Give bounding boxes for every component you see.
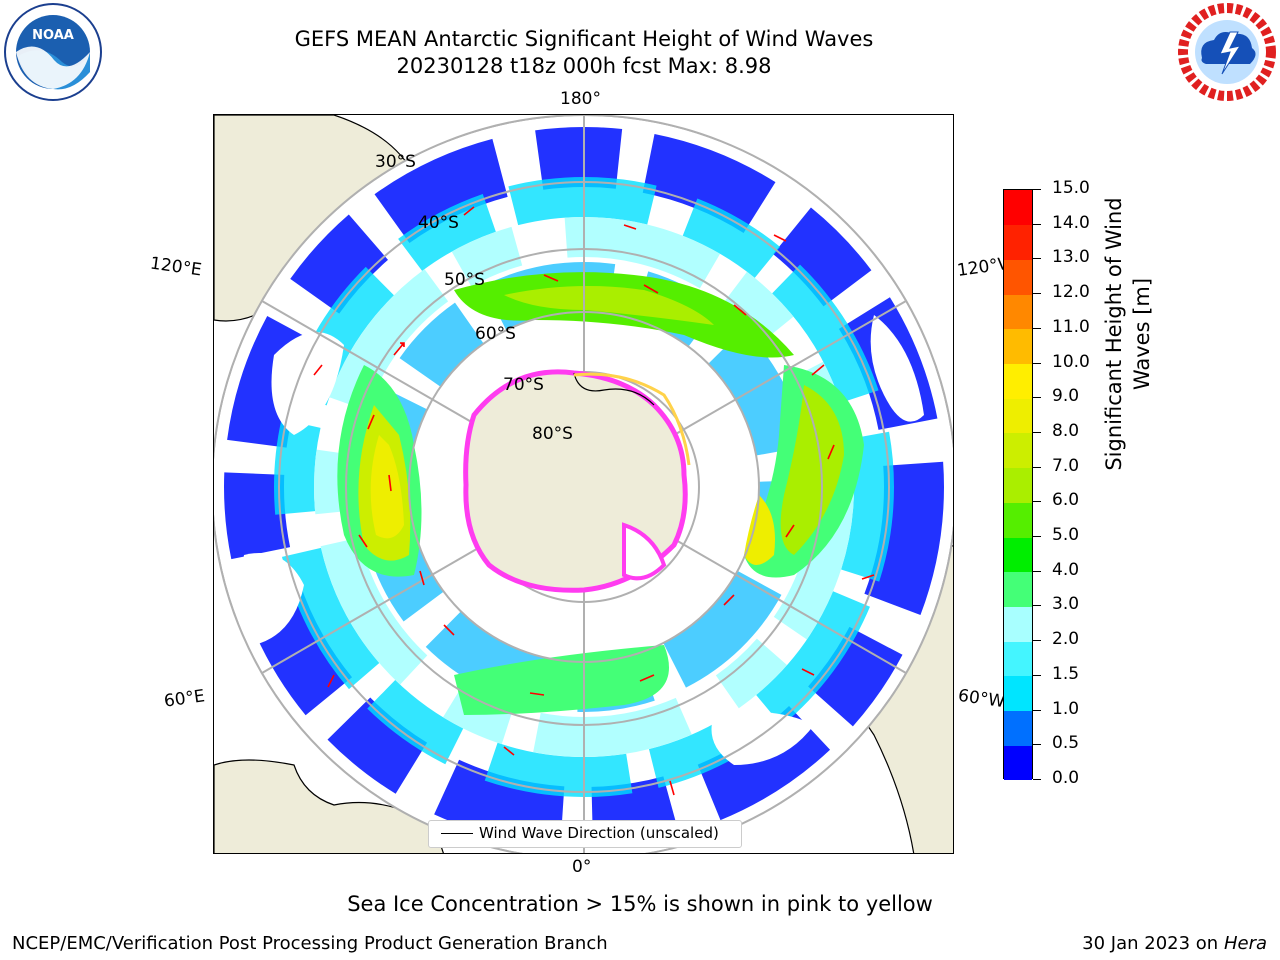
colorbar-tick-label: 0.5 bbox=[1052, 733, 1080, 754]
colorbar-tick-label: 4.0 bbox=[1052, 559, 1080, 580]
colorbar-tick-mark bbox=[1033, 362, 1041, 364]
colorbar-segment bbox=[1004, 224, 1032, 260]
colorbar-tick-label: 5.0 bbox=[1052, 525, 1080, 546]
colorbar-tick-mark bbox=[1033, 327, 1041, 329]
lon-label-0: 0° bbox=[572, 857, 592, 877]
sea-ice-note: Sea Ice Concentration > 15% is shown in … bbox=[347, 892, 933, 916]
colorbar-segment bbox=[1004, 502, 1032, 538]
colorbar-segment bbox=[1004, 432, 1032, 469]
colorbar-tick-mark bbox=[1033, 223, 1041, 225]
colorbar-segment bbox=[1004, 571, 1032, 607]
colorbar bbox=[1003, 189, 1033, 781]
colorbar-segment bbox=[1004, 398, 1032, 434]
colorbar-tick-mark bbox=[1033, 397, 1041, 399]
lat-label-60s: 60°S bbox=[475, 324, 516, 344]
colorbar-tick-label: 15.0 bbox=[1052, 178, 1090, 198]
colorbar-tick-mark bbox=[1033, 189, 1041, 190]
colorbar-tick-mark bbox=[1033, 744, 1041, 746]
colorbar-segment bbox=[1004, 467, 1032, 503]
colorbar-segment bbox=[1004, 745, 1032, 781]
lon-label-60e: 60°E bbox=[162, 686, 207, 712]
chart-subtitle: 20230128 t18z 000h fcst Max: 8.98 bbox=[396, 54, 772, 78]
colorbar-tick-mark bbox=[1033, 709, 1041, 711]
colorbar-segment bbox=[1004, 710, 1032, 746]
date-stamp: 30 Jan 2023 on Hera bbox=[1082, 933, 1267, 954]
colorbar-segment bbox=[1004, 363, 1032, 399]
lon-label-120e: 120°E bbox=[148, 253, 203, 281]
polar-map bbox=[213, 114, 954, 854]
colorbar-tick-label: 6.0 bbox=[1052, 490, 1080, 511]
map-legend: Wind Wave Direction (unscaled) bbox=[428, 820, 742, 848]
colorbar-title-line2: Waves [m] bbox=[1130, 277, 1154, 391]
colorbar-tick-label: 3.0 bbox=[1052, 594, 1080, 615]
colorbar-tick-label: 9.0 bbox=[1052, 386, 1080, 407]
colorbar-segment bbox=[1004, 675, 1032, 712]
nws-logo bbox=[1178, 3, 1276, 101]
date-text: 30 Jan 2023 on bbox=[1082, 933, 1219, 954]
colorbar-segment bbox=[1004, 328, 1032, 365]
colorbar-tick-mark bbox=[1033, 501, 1041, 503]
colorbar-tick-label: 14.0 bbox=[1052, 212, 1090, 233]
legend-label: Wind Wave Direction (unscaled) bbox=[479, 824, 719, 842]
lat-label-40s: 40°S bbox=[418, 213, 459, 233]
lat-label-30s: 30°S bbox=[375, 152, 416, 172]
colorbar-tick-mark bbox=[1033, 536, 1041, 538]
colorbar-tick-label: 2.0 bbox=[1052, 629, 1080, 650]
lon-label-180: 180° bbox=[560, 89, 601, 109]
colorbar-tick-label: 0.0 bbox=[1052, 768, 1080, 788]
colorbar-tick-label: 13.0 bbox=[1052, 247, 1090, 268]
colorbar-segment bbox=[1004, 606, 1032, 642]
lat-label-50s: 50°S bbox=[444, 270, 485, 290]
noaa-logo-text: NOAA bbox=[32, 28, 74, 43]
colorbar-tick-mark bbox=[1033, 431, 1041, 433]
colorbar-segment bbox=[1004, 294, 1032, 330]
colorbar-tick-mark bbox=[1033, 779, 1041, 780]
colorbar-segment bbox=[1004, 259, 1032, 295]
colorbar-tick-label: 12.0 bbox=[1052, 282, 1090, 303]
colorbar-tick-mark bbox=[1033, 293, 1041, 295]
host-name: Hera bbox=[1223, 933, 1267, 954]
polar-map-canvas bbox=[214, 115, 953, 853]
colorbar-title: Significant Height of Wind Waves [m] bbox=[1100, 184, 1156, 484]
colorbar-tick-mark bbox=[1033, 674, 1041, 676]
chart-title: GEFS MEAN Antarctic Significant Height o… bbox=[294, 27, 874, 51]
colorbar-segment bbox=[1004, 190, 1032, 226]
colorbar-tick-mark bbox=[1033, 570, 1041, 572]
colorbar-tick-label: 10.0 bbox=[1052, 351, 1090, 372]
lat-label-70s: 70°S bbox=[503, 375, 544, 395]
colorbar-tick-label: 1.5 bbox=[1052, 663, 1080, 684]
colorbar-tick-label: 1.0 bbox=[1052, 698, 1080, 719]
colorbar-tick-label: 8.0 bbox=[1052, 420, 1080, 441]
colorbar-title-line1: Significant Height of Wind bbox=[1102, 197, 1126, 471]
colorbar-segment bbox=[1004, 537, 1032, 573]
colorbar-tick-mark bbox=[1033, 258, 1041, 260]
legend-line-sample bbox=[441, 833, 473, 834]
colorbar-segment bbox=[1004, 641, 1032, 677]
colorbar-tick-mark bbox=[1033, 640, 1041, 642]
colorbar-tick-label: 11.0 bbox=[1052, 316, 1090, 337]
noaa-logo: NOAA bbox=[4, 3, 102, 101]
colorbar-tick-mark bbox=[1033, 466, 1041, 468]
colorbar-tick-mark bbox=[1033, 605, 1041, 607]
colorbar-tick-label: 7.0 bbox=[1052, 455, 1080, 476]
lat-label-80s: 80°S bbox=[532, 424, 573, 444]
credit-text: NCEP/EMC/Verification Post Processing Pr… bbox=[12, 933, 608, 954]
lon-label-60w: 60°W bbox=[956, 685, 1007, 713]
